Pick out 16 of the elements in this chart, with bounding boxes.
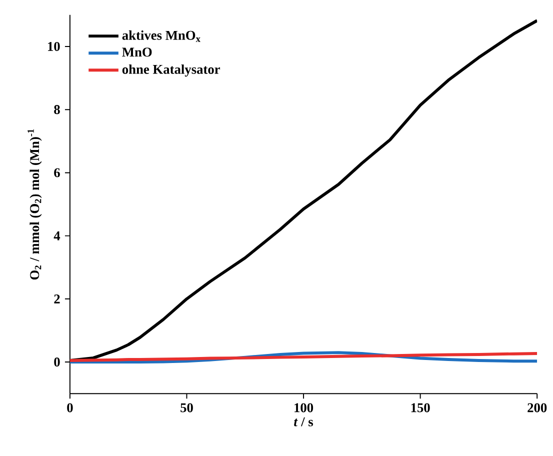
y-tick-label: 10 [48,42,60,51]
legend-label: MnO [122,48,152,57]
x-tick-label: 50 [180,403,193,412]
y-tick-label: 6 [54,168,60,178]
legend-label: ohne Katalysator [122,64,220,77]
y-axis-title: O$_{2}$ / mmol (O$_{2}$) mol (Mn)$^{-1}$ [28,129,42,280]
legend-label: aktives MnO$_{x}$ [122,30,200,42]
y-tick-label: 8 [54,104,60,114]
x-tick-label: 0 [67,403,73,412]
y-tick-label: 4 [54,231,60,240]
y-tick-label: 0 [54,357,60,366]
x-tick-label: 150 [411,403,430,412]
x-axis-title: t / s [294,417,314,426]
x-tick-label: 100 [294,403,314,412]
y-tick-label: 2 [54,294,60,304]
x-tick-label: 200 [528,403,547,412]
